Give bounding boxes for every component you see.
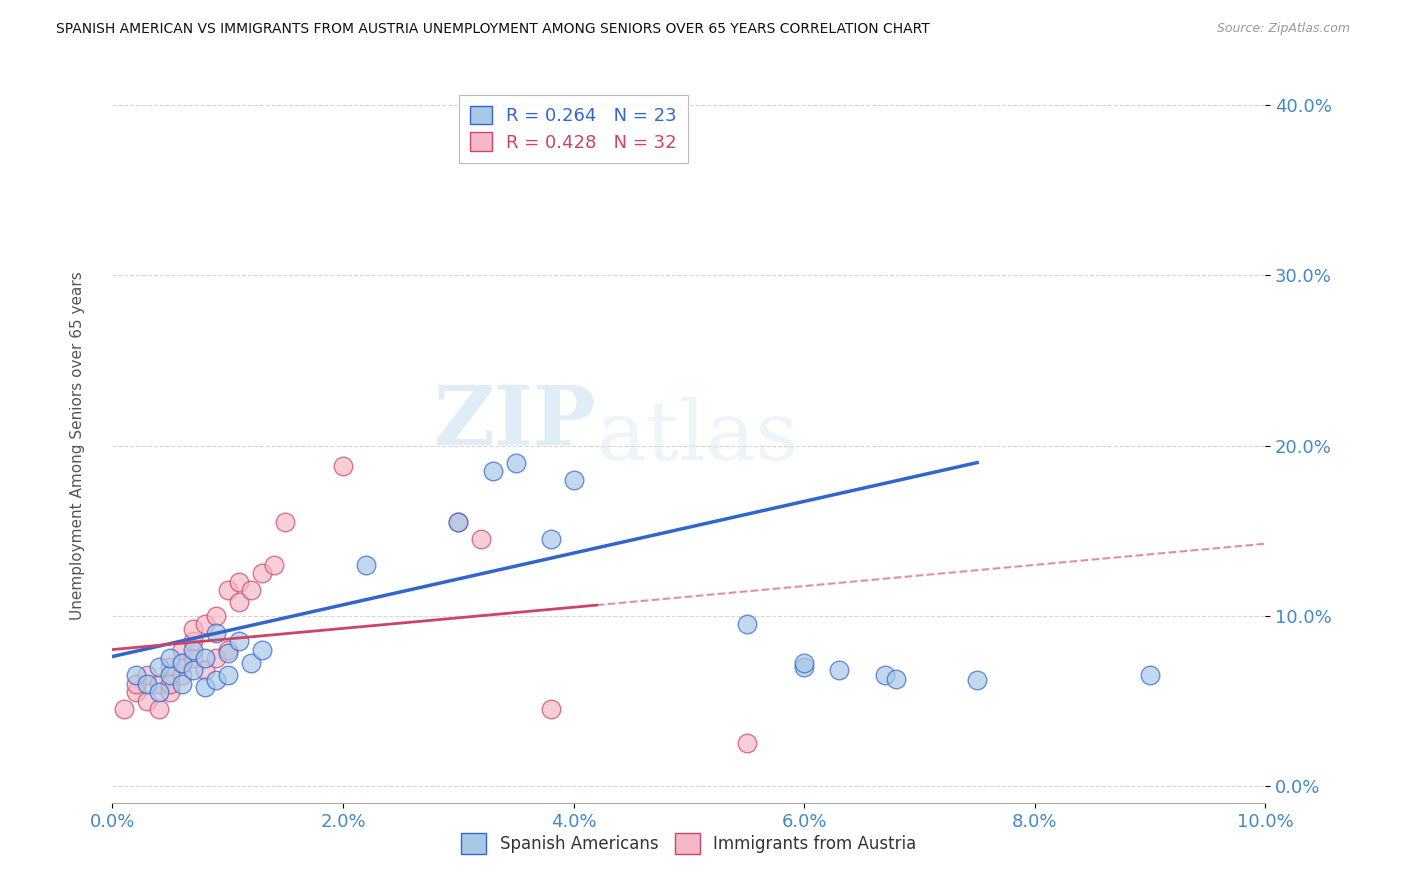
Point	[136, 668, 159, 682]
Point	[217, 668, 239, 682]
Point	[793, 657, 815, 671]
Point	[170, 657, 193, 671]
Point	[148, 702, 170, 716]
Text: SPANISH AMERICAN VS IMMIGRANTS FROM AUSTRIA UNEMPLOYMENT AMONG SENIORS OVER 65 Y: SPANISH AMERICAN VS IMMIGRANTS FROM AUST…	[56, 22, 929, 37]
Point	[252, 566, 274, 581]
Point	[148, 659, 170, 673]
Point	[217, 583, 239, 598]
Point	[124, 685, 146, 699]
Point	[470, 532, 492, 546]
Point	[205, 673, 228, 688]
Point	[136, 694, 159, 708]
Point	[966, 673, 988, 688]
Point	[194, 663, 217, 677]
Point	[505, 456, 527, 470]
Point	[170, 668, 193, 682]
Point	[170, 642, 193, 657]
Point	[124, 677, 146, 691]
Point	[332, 458, 354, 473]
Point	[447, 515, 470, 529]
Point	[148, 685, 170, 699]
Point	[540, 532, 562, 546]
Point	[228, 634, 250, 648]
Point	[170, 657, 193, 671]
Point	[540, 702, 562, 716]
Point	[136, 677, 159, 691]
Point	[148, 677, 170, 691]
Legend: Spanish Americans, Immigrants from Austria: Spanish Americans, Immigrants from Austr…	[454, 827, 924, 860]
Point	[482, 464, 505, 478]
Point	[205, 625, 228, 640]
Text: Source: ZipAtlas.com: Source: ZipAtlas.com	[1216, 22, 1350, 36]
Point	[112, 702, 135, 716]
Point	[181, 642, 204, 657]
Point	[274, 515, 297, 529]
Point	[194, 651, 217, 665]
Point	[239, 657, 262, 671]
Point	[194, 617, 217, 632]
Point	[828, 663, 851, 677]
Text: ZIP: ZIP	[434, 383, 596, 462]
Point	[793, 659, 815, 673]
Point	[263, 558, 285, 572]
Point	[447, 515, 470, 529]
Point	[735, 736, 758, 750]
Point	[124, 668, 146, 682]
Point	[562, 473, 585, 487]
Point	[205, 651, 228, 665]
Point	[159, 685, 181, 699]
Point	[228, 595, 250, 609]
Point	[181, 622, 204, 636]
Point	[205, 608, 228, 623]
Point	[217, 642, 239, 657]
Point	[194, 680, 217, 694]
Point	[159, 677, 181, 691]
Point	[252, 642, 274, 657]
Point	[181, 651, 204, 665]
Point	[239, 583, 262, 598]
Point	[159, 651, 181, 665]
Point	[735, 617, 758, 632]
Point	[354, 558, 377, 572]
Text: atlas: atlas	[596, 397, 799, 477]
Point	[228, 574, 250, 589]
Point	[170, 677, 193, 691]
Point	[181, 663, 204, 677]
Point	[217, 646, 239, 660]
Point	[159, 668, 181, 682]
Point	[181, 634, 204, 648]
Point	[159, 659, 181, 673]
Text: Unemployment Among Seniors over 65 years: Unemployment Among Seniors over 65 years	[70, 272, 84, 620]
Point	[1139, 668, 1161, 682]
Point	[873, 668, 896, 682]
Point	[886, 672, 908, 686]
